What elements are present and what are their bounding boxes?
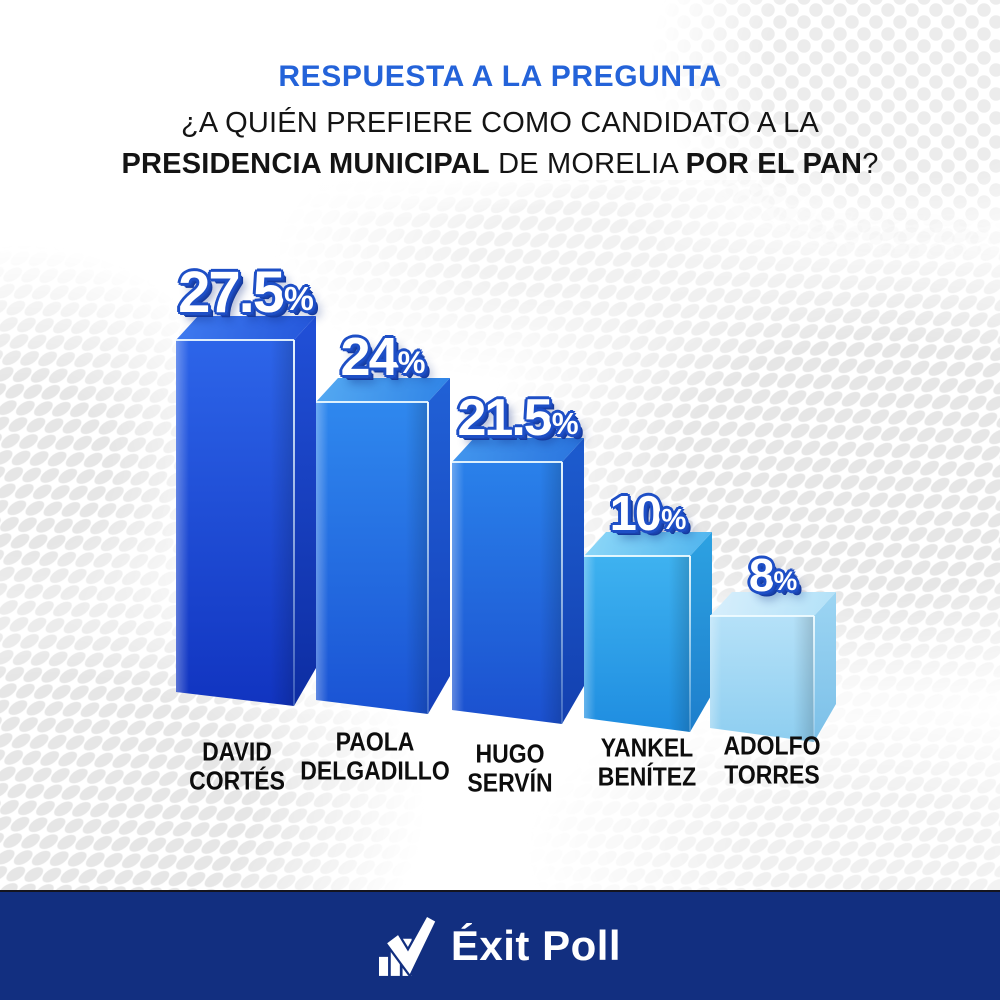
bar-chart-checkmark-icon [378,916,437,976]
bar-top-face [316,378,450,402]
footer-bar: Éxit Poll [0,890,1000,1000]
kicker-title: RESPUESTA A LA PREGUNTA [278,60,722,93]
bar-edge-highlight-top [584,555,690,557]
bar-edge-highlight-right [561,462,563,724]
percent-label: 8% [749,548,797,602]
percent-value: 21.5 [457,389,552,447]
percent-value: 24 [340,327,399,387]
percent-sign: % [773,565,798,596]
candidate-first-name: PAOLA [335,727,415,757]
bar-front-face [452,462,562,724]
candidate-last-name: SERVÍN [467,768,553,798]
percent-value: 8 [748,549,775,601]
bar-paola-delgadillo: 24% [302,327,458,722]
bar-top-face [584,532,712,556]
percent-sign: % [397,345,426,381]
percent-label: 27.5% [178,259,314,326]
question-title: ¿A QUIÉN PREFIERE COMO CANDIDATO A LA PRE… [0,103,1000,185]
bar-edge-highlight-right [427,402,429,714]
percent-value: 10 [609,487,662,541]
percent-sign: % [283,281,314,319]
bar-front-face [316,402,428,714]
candidate-first-name: HUGO [475,739,545,769]
percent-sign: % [661,503,687,536]
bar-front-face [584,556,690,732]
bar-edge-highlight-right [813,616,815,742]
bar-top-face [452,438,584,462]
bar-hugo-servin: 21.5% [438,389,592,732]
bar-front-face [176,340,294,706]
percent-label: 24% [341,326,426,388]
bar-yankel-benitez: 10% [570,487,720,740]
bar-edge-highlight-top [176,339,294,341]
brand-name: Éxit Poll [450,922,622,969]
candidate-name-adolfo-torres: ADOLFO TORRES [682,731,862,789]
question-bold-presidencia: PRESIDENCIA MUNICIPAL [121,148,490,180]
bar-edge-highlight-right [689,556,691,732]
bar-edge-highlight-right [293,340,295,706]
percent-sign: % [551,407,579,441]
candidate-first-name: ADOLFO [723,731,821,761]
bar-edge-highlight-top [316,401,428,403]
question-line1: ¿A QUIÉN PREFIERE COMO CANDIDATO A LA [180,107,819,139]
percent-label: 10% [610,486,687,542]
question-bold-pan: POR EL PAN [685,148,863,180]
bar-top-face [710,592,836,616]
question-mid: DE MORELIA [489,148,686,180]
candidate-first-name: DAVID [202,737,272,767]
candidate-first-name: YANKEL [600,733,694,763]
bar-david-cortes: 27.5% [162,260,324,714]
percent-label: 21.5% [457,388,578,448]
question-suffix: ? [862,148,879,180]
bar-edge-highlight-top [452,461,562,463]
candidate-last-name: TORRES [724,760,820,790]
percent-value: 27.5 [178,260,285,325]
bar-top-face [176,316,316,340]
bar-front-face [710,616,814,742]
bar-adolfo-torres: 8% [696,549,844,750]
bar-edge-highlight-top [710,615,814,617]
candidate-last-name: CORTÉS [189,766,285,796]
